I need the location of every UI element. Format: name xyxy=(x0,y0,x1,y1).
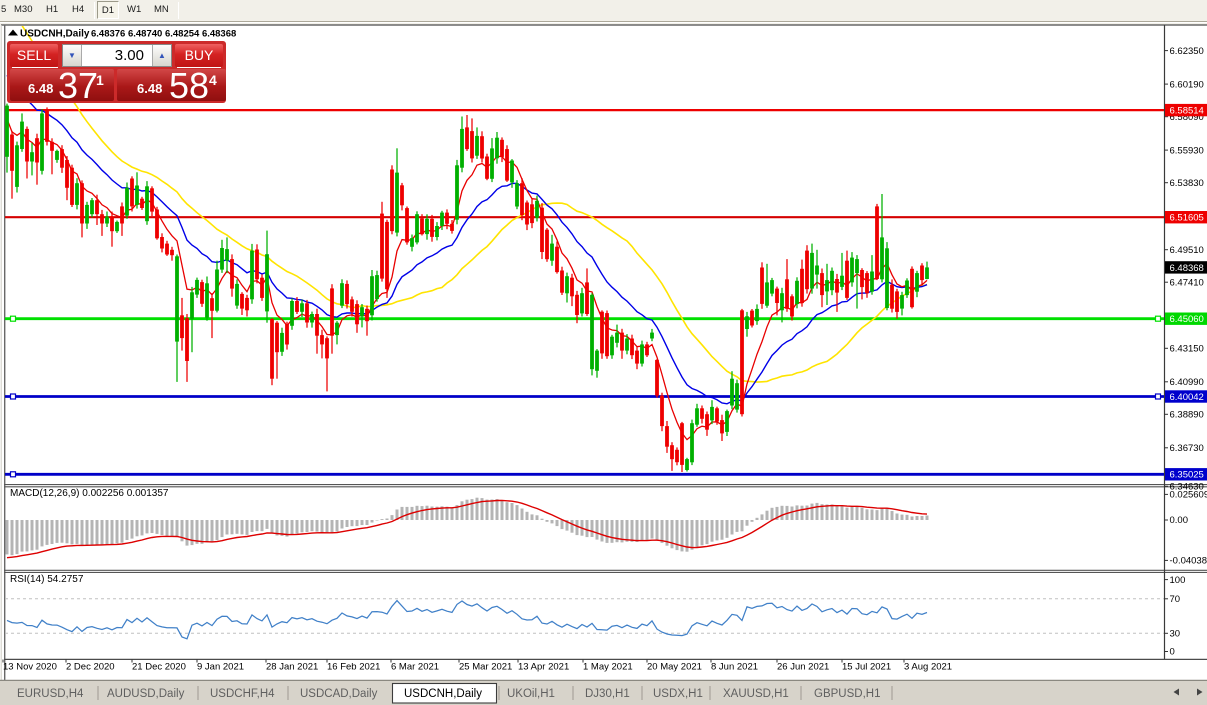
svg-text:3 Aug 2021: 3 Aug 2021 xyxy=(904,662,952,673)
svg-text:6.62350: 6.62350 xyxy=(1170,46,1204,57)
svg-text:2 Dec 2020: 2 Dec 2020 xyxy=(66,662,115,673)
svg-text:6.34630: 6.34630 xyxy=(1170,482,1204,493)
svg-text:-0.04038: -0.04038 xyxy=(1170,556,1207,567)
svg-text:15 Jul 2021: 15 Jul 2021 xyxy=(842,662,891,673)
svg-text:EURUSD,H4: EURUSD,H4 xyxy=(17,688,84,700)
svg-text:USDCNH,Daily: USDCNH,Daily xyxy=(404,688,482,700)
svg-text:26 Jun 2021: 26 Jun 2021 xyxy=(777,662,829,673)
svg-text:6.45060: 6.45060 xyxy=(1170,314,1204,325)
svg-text:USDX,H1: USDX,H1 xyxy=(653,688,703,700)
svg-text:25 Mar 2021: 25 Mar 2021 xyxy=(459,662,512,673)
svg-text:0: 0 xyxy=(1170,647,1175,658)
svg-text:21 Dec 2020: 21 Dec 2020 xyxy=(132,662,186,673)
svg-text:6.43150: 6.43150 xyxy=(1170,344,1204,355)
svg-text:0.025609: 0.025609 xyxy=(1170,490,1207,501)
svg-text:6.40990: 6.40990 xyxy=(1170,377,1204,388)
svg-text:6.53830: 6.53830 xyxy=(1170,178,1204,189)
svg-text:6.38890: 6.38890 xyxy=(1170,410,1204,421)
svg-text:9 Jan 2021: 9 Jan 2021 xyxy=(197,662,244,673)
svg-text:6.58514: 6.58514 xyxy=(1170,106,1204,117)
svg-text:6.48376 6.48740 6.48254 6.4836: 6.48376 6.48740 6.48254 6.48368 xyxy=(91,29,236,40)
svg-text:6.55930: 6.55930 xyxy=(1170,145,1204,156)
svg-text:100: 100 xyxy=(1170,575,1186,586)
svg-text:6.48368: 6.48368 xyxy=(1170,263,1204,274)
svg-text:6.60190: 6.60190 xyxy=(1170,79,1204,90)
svg-text:XAUUSD,H1: XAUUSD,H1 xyxy=(723,688,789,700)
svg-text:USDCNH,Daily: USDCNH,Daily xyxy=(20,29,90,40)
svg-text:13 Nov 2020: 13 Nov 2020 xyxy=(3,662,57,673)
svg-text:MACD(12,26,9) 0.002256 0.00135: MACD(12,26,9) 0.002256 0.001357 xyxy=(10,488,169,499)
svg-text:UKOil,H1: UKOil,H1 xyxy=(507,688,555,700)
svg-text:8 Jun 2021: 8 Jun 2021 xyxy=(711,662,758,673)
svg-text:13 Apr 2021: 13 Apr 2021 xyxy=(518,662,569,673)
svg-text:6.51605: 6.51605 xyxy=(1170,213,1204,224)
svg-text:16 Feb 2021: 16 Feb 2021 xyxy=(327,662,380,673)
svg-text:DJ30,H1: DJ30,H1 xyxy=(585,688,630,700)
svg-text:1 May 2021: 1 May 2021 xyxy=(583,662,633,673)
svg-text:AUDUSD,Daily: AUDUSD,Daily xyxy=(107,688,185,700)
svg-text:6 Mar 2021: 6 Mar 2021 xyxy=(391,662,439,673)
svg-text:30: 30 xyxy=(1170,629,1181,640)
svg-text:USDCHF,H4: USDCHF,H4 xyxy=(210,688,275,700)
svg-text:6.47410: 6.47410 xyxy=(1170,277,1204,288)
svg-text:6.40042: 6.40042 xyxy=(1170,392,1204,403)
svg-text:USDCAD,Daily: USDCAD,Daily xyxy=(300,688,378,700)
svg-text:20 May 2021: 20 May 2021 xyxy=(647,662,702,673)
svg-text:28 Jan 2021: 28 Jan 2021 xyxy=(266,662,318,673)
svg-text:6.35025: 6.35025 xyxy=(1170,470,1204,481)
svg-text:6.58090: 6.58090 xyxy=(1170,112,1204,123)
svg-text:70: 70 xyxy=(1170,594,1181,605)
svg-text:RSI(14) 54.2757: RSI(14) 54.2757 xyxy=(10,574,84,585)
svg-text:GBPUSD,H1: GBPUSD,H1 xyxy=(814,688,880,700)
svg-text:6.49510: 6.49510 xyxy=(1170,245,1204,256)
svg-text:6.36730: 6.36730 xyxy=(1170,443,1204,454)
svg-text:0.00: 0.00 xyxy=(1170,515,1189,526)
